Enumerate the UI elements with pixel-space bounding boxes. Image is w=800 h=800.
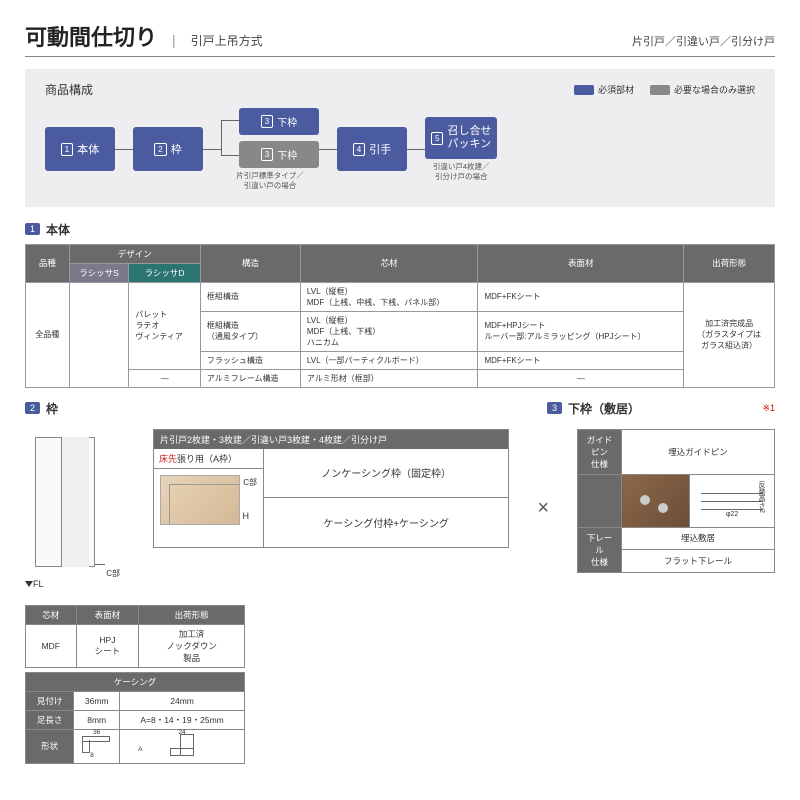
flow-box-packing: 5召し合せ パッキン (425, 117, 497, 159)
flow-box-lower-b: 3下枠 (239, 141, 319, 168)
guide-pin-diagram: φ22 反発高さ2 (690, 474, 775, 527)
flow-diagram: 1本体 2枠 3下枠 3下枠 片引戸標準タイプ／ 引違い戸の場合 4引手 5召し… (45, 108, 755, 191)
flow-box-frame: 2枠 (133, 127, 203, 171)
flow-box-lower-a: 3下枠 (239, 108, 319, 135)
frame-elevation-diagram: C部 FL (25, 429, 135, 589)
flow-caption-lower: 片引戸標準タイプ／ 引違い戸の場合 (236, 171, 304, 191)
multiply-icon: × (527, 497, 559, 520)
frame-option-table: 片引戸2枚建・3枚建／引違い戸3枚建・4枚建／引分け戸 床先張り用（A枠） C部… (153, 429, 509, 548)
fl-marker-icon (25, 581, 33, 587)
flow-caption-packing: 引違い戸4枚建／ 引分け戸の場合 (433, 162, 490, 182)
legend-swatch-optional (650, 85, 670, 95)
guide-pin-photo (622, 474, 690, 527)
header-variants: 片引戸／引違い戸／引分け戸 (632, 33, 775, 49)
flow-box-body: 1本体 (45, 127, 115, 171)
page-header: 可動間仕切り | 引戸上吊方式 片引戸／引違い戸／引分け戸 (25, 20, 775, 57)
casing-shape-2: 24 A (120, 729, 245, 763)
flow-box-handle: 4引手 (337, 127, 407, 171)
composition-title: 商品構成 (45, 81, 93, 98)
body-spec-table: 品種 デザイン 構造 芯材 表面材 出荷形態 ラシッサS ラシッサD 全品種 パ… (25, 244, 775, 388)
section-1-header: 1 本体 (25, 221, 775, 238)
material-casing-tables: 芯材 表面材 出荷形態 MDF HPJ シート 加工済 ノックダウン 製品 ケー… (25, 605, 245, 764)
composition-panel: 商品構成 必須部材 必要な場合のみ選択 1本体 2枠 3下枠 3下枠 片引戸標準… (25, 69, 775, 207)
lower-frame-table: ガイドピン 仕様 埋込ガイドピン φ22 反発高さ2 下レール (577, 429, 775, 573)
title-divider: | (172, 32, 176, 48)
legend: 必須部材 必要な場合のみ選択 (574, 83, 755, 96)
page-subtitle: 引戸上吊方式 (191, 32, 263, 49)
casing-shape-1: 36 8 (74, 729, 120, 763)
legend-swatch-required (574, 85, 594, 95)
wood-section-diagram (160, 475, 240, 525)
section-2-header: 2 枠 (25, 400, 365, 417)
section-3-header: 3 下枠（敷居） ※1 (547, 400, 775, 417)
page-title: 可動間仕切り (25, 20, 157, 52)
frame-section-row: C部 FL 片引戸2枚建・3枚建／引違い戸3枚建・4枚建／引分け戸 床先張り用（… (25, 429, 775, 589)
